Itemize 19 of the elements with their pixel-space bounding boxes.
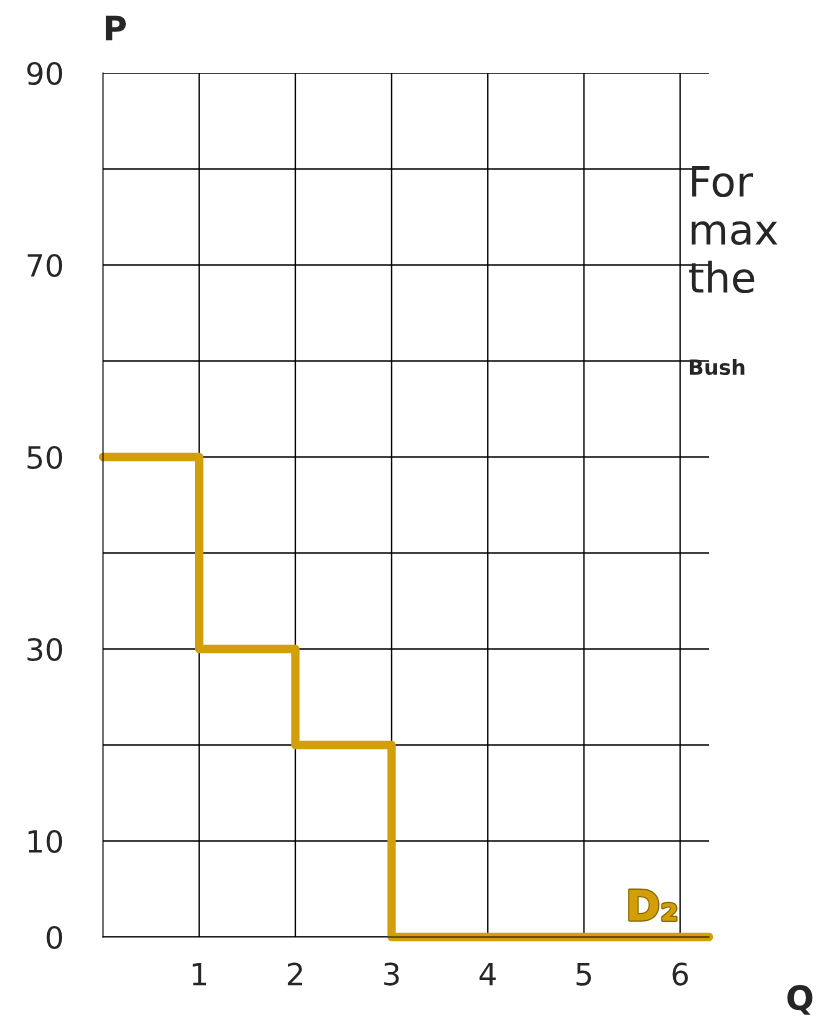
x-tick-label: 5: [576, 962, 591, 986]
annotation: max: [691, 221, 778, 246]
annotation: For: [692, 166, 754, 198]
y-tick-label: 50: [27, 445, 63, 470]
y-tick-label: 70: [27, 253, 63, 278]
x-tick-label: 2: [287, 962, 303, 986]
annotation: Bush: [689, 358, 745, 376]
y-tick-label: 90: [27, 61, 63, 86]
x-axis-title: Q: [787, 985, 813, 1015]
y-tick-label: 10: [28, 829, 63, 854]
y-tick-label: 30: [27, 637, 63, 662]
y-tick-label: 0: [46, 925, 63, 950]
x-tick-label: 3: [384, 962, 399, 986]
x-tick-label: 6: [672, 962, 688, 986]
series-label: D₂: [629, 889, 677, 921]
y-axis-title: P: [105, 15, 126, 41]
annotation: the: [689, 260, 755, 294]
x-tick-label: 4: [479, 962, 496, 986]
x-tick-label: 1: [192, 962, 207, 986]
